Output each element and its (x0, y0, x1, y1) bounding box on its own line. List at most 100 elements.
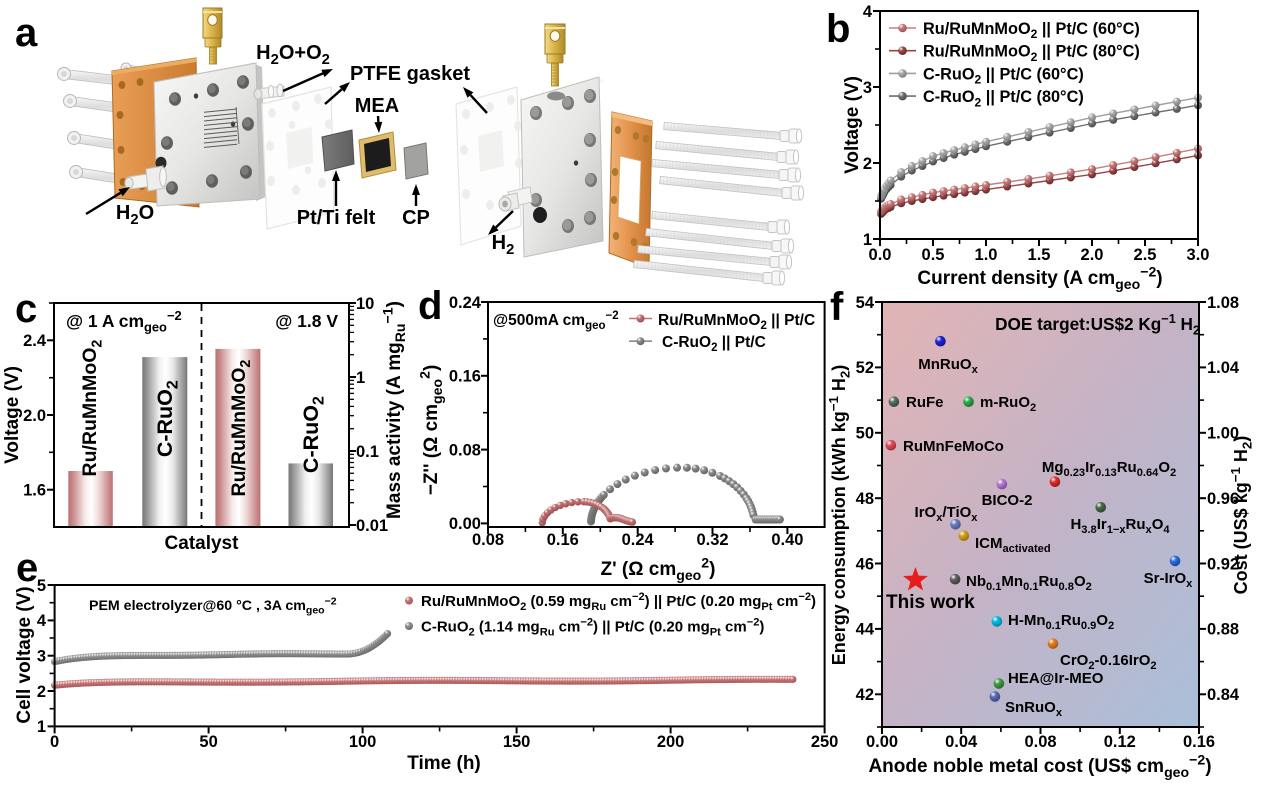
svg-text:52: 52 (856, 359, 874, 377)
svg-text:MnRuOx: MnRuOx (918, 356, 978, 376)
svg-text:Z' (Ω cmgeo2): Z' (Ω cmgeo2) (601, 554, 716, 583)
svg-text:Current density (A cmgeo−2): Current density (A cmgeo−2) (917, 263, 1162, 292)
svg-text:150: 150 (503, 733, 531, 751)
svg-text:2.5: 2.5 (1134, 246, 1157, 264)
svg-text:Mass activity (A mgRu−1): Mass activity (A mgRu−1) (379, 301, 408, 519)
svg-text:44: 44 (856, 621, 875, 639)
svg-text:0.1: 0.1 (356, 443, 379, 461)
svg-text:H3.8Ir1−xRuxO4: H3.8Ir1−xRuxO4 (1070, 516, 1170, 536)
svg-text:H-Mn0.1Ru0.9O2: H-Mn0.1Ru0.9O2 (1008, 612, 1114, 632)
svg-text:Cost (US$ kg−1 H2): Cost (US$ kg−1 H2) (1228, 436, 1255, 595)
svg-text:This work: This work (886, 592, 975, 613)
svg-text:@ 1.8 V: @ 1.8 V (275, 311, 338, 331)
svg-text:1: 1 (863, 231, 872, 249)
svg-text:5: 5 (37, 577, 46, 595)
svg-text:10: 10 (356, 295, 374, 313)
svg-text:Mg0.23Ir0.13Ru0.64O2: Mg0.23Ir0.13Ru0.64O2 (1042, 459, 1176, 479)
svg-text:0.92: 0.92 (1207, 555, 1239, 573)
svg-text:0.08: 0.08 (1024, 733, 1056, 751)
svg-text:Pt/Ti felt: Pt/Ti felt (297, 207, 376, 229)
svg-text:1: 1 (37, 718, 46, 736)
svg-text:3: 3 (37, 648, 46, 666)
svg-text:ICMactivated: ICMactivated (975, 535, 1051, 555)
svg-text:@ 1 A cmgeo−2: @ 1 A cmgeo−2 (66, 308, 182, 335)
svg-text:H2: H2 (492, 232, 515, 258)
svg-text:1.08: 1.08 (1207, 294, 1239, 312)
svg-text:Voltage (V): Voltage (V) (842, 76, 863, 174)
svg-text:d: d (418, 284, 442, 328)
svg-text:4: 4 (37, 612, 47, 630)
svg-text:0.24: 0.24 (449, 294, 482, 312)
svg-text:54: 54 (856, 294, 875, 312)
svg-text:SnRuOx: SnRuOx (1005, 699, 1063, 719)
svg-text:Ru/RuMnMoO2: Ru/RuMnMoO2 (228, 360, 254, 497)
svg-text:0.12: 0.12 (1104, 733, 1136, 751)
svg-text:1.04: 1.04 (1207, 359, 1240, 377)
svg-text:f: f (830, 285, 844, 329)
svg-text:200: 200 (657, 733, 685, 751)
svg-text:1: 1 (356, 369, 365, 387)
svg-text:H2O: H2O (116, 202, 154, 228)
svg-text:4: 4 (863, 3, 873, 21)
svg-text:0.16: 0.16 (1183, 733, 1215, 751)
svg-text:Anode noble metal cost (US$ cm: Anode noble metal cost (US$ cmgeo−2) (868, 751, 1211, 780)
svg-text:Energy consumption (kWh kg−1 H: Energy consumption (kWh kg−1 H2) (826, 365, 853, 666)
svg-text:1.5: 1.5 (1028, 246, 1051, 264)
svg-text:Ru/RuMnMoO2 || Pt/C (80°C): Ru/RuMnMoO2 || Pt/C (80°C) (923, 43, 1140, 64)
svg-text:Time (h): Time (h) (407, 753, 481, 774)
svg-text:CP: CP (402, 207, 430, 229)
svg-text:0.00: 0.00 (866, 733, 898, 751)
svg-text:Nb0.1Mn0.1Ru0.8O2: Nb0.1Mn0.1Ru0.8O2 (966, 573, 1092, 593)
svg-text:RuMnFeMoCo: RuMnFeMoCo (903, 438, 1004, 455)
svg-text:m-RuO2: m-RuO2 (980, 394, 1036, 414)
svg-text:C-RuO2 || Pt/C (80°C): C-RuO2 || Pt/C (80°C) (923, 88, 1084, 109)
svg-text:48: 48 (856, 490, 874, 508)
svg-text:3.0: 3.0 (1187, 246, 1210, 264)
svg-text:HEA@Ir-MEO: HEA@Ir-MEO (1008, 670, 1104, 687)
svg-text:Ru/RuMnMoO2: Ru/RuMnMoO2 (79, 340, 105, 477)
svg-text:0.24: 0.24 (622, 531, 655, 549)
svg-text:C-RuO2 (1.14 mgRu cm−2) || Pt: C-RuO2 (1.14 mgRu cm−2) || Pt/C (0.20 mg… (421, 617, 764, 639)
svg-text:2.0: 2.0 (23, 407, 46, 425)
svg-text:0.0: 0.0 (869, 246, 892, 264)
svg-text:Ru/RuMnMoO2 || Pt/C (60°C): Ru/RuMnMoO2 || Pt/C (60°C) (923, 20, 1140, 41)
svg-text:BICO-2: BICO-2 (982, 492, 1033, 509)
svg-text:0.84: 0.84 (1207, 686, 1240, 704)
svg-text:2.4: 2.4 (23, 332, 47, 350)
svg-text:0.96: 0.96 (1207, 490, 1239, 508)
svg-text:0.01: 0.01 (356, 517, 388, 535)
svg-text:0.16: 0.16 (547, 531, 579, 549)
svg-text:C-RuO2: C-RuO2 (299, 396, 328, 473)
svg-text:100: 100 (349, 733, 377, 751)
svg-text:DOE target:US$2 Kg−1 H2: DOE target:US$2 Kg−1 H2 (995, 312, 1200, 337)
svg-text:42: 42 (856, 686, 874, 704)
svg-text:PEM electrolyzer@60 °C , 3A cm: PEM electrolyzer@60 °C , 3A cmgeo−2 (89, 595, 337, 616)
svg-text:IrOx/TiOx: IrOx/TiOx (915, 504, 979, 524)
svg-text:Sr-IrOx: Sr-IrOx (1144, 570, 1194, 590)
svg-text:0.40: 0.40 (771, 531, 803, 549)
svg-text:2.0: 2.0 (1081, 246, 1104, 264)
svg-text:50: 50 (199, 733, 217, 751)
svg-text:3: 3 (863, 79, 872, 97)
svg-text:Ru/RuMnMoO2 (0.59 mgRu cm−2) |: Ru/RuMnMoO2 (0.59 mgRu cm−2) || Pt/C (0.… (421, 591, 816, 613)
svg-text:c: c (15, 287, 37, 331)
svg-text:CrO2-0.16IrO2: CrO2-0.16IrO2 (1060, 652, 1157, 672)
svg-text:−Z'' (Ω cmgeo2): −Z'' (Ω cmgeo2) (416, 365, 445, 496)
svg-text:2: 2 (863, 155, 872, 173)
svg-text:H2O+O2: H2O+O2 (256, 42, 330, 68)
svg-text:250: 250 (811, 733, 839, 751)
svg-text:0.08: 0.08 (449, 441, 481, 459)
svg-text:0.5: 0.5 (922, 246, 945, 264)
svg-text:1.00: 1.00 (1207, 425, 1239, 443)
svg-text:0: 0 (50, 733, 59, 751)
svg-text:Catalyst: Catalyst (165, 533, 240, 554)
svg-text:0.00: 0.00 (449, 515, 481, 533)
svg-text:b: b (826, 7, 850, 51)
svg-text:MEA: MEA (355, 95, 399, 117)
svg-text:Voltage (V): Voltage (V) (2, 366, 23, 464)
svg-text:PTFE gasket: PTFE gasket (350, 63, 470, 85)
svg-text:2: 2 (37, 683, 46, 701)
svg-text:50: 50 (856, 425, 874, 443)
svg-text:C-RuO2: C-RuO2 (153, 380, 182, 457)
svg-text:C-RuO2 || Pt/C: C-RuO2 || Pt/C (662, 334, 766, 354)
